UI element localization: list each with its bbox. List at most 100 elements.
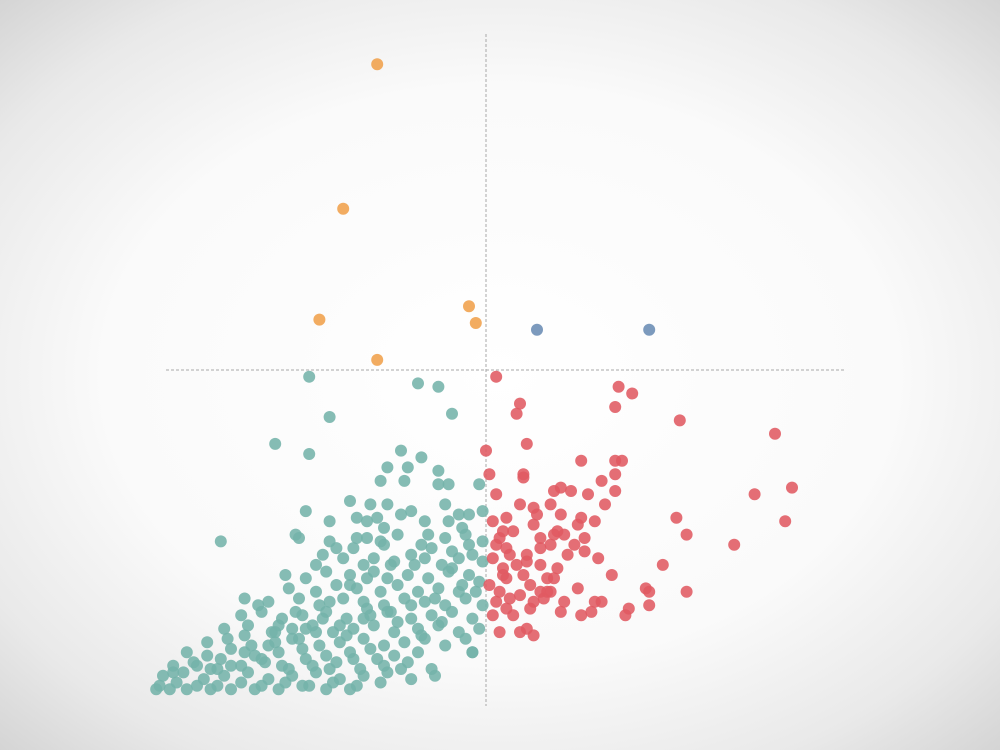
data-point [418,595,431,608]
data-point [238,592,251,605]
data-point [439,498,452,511]
data-point [469,585,482,598]
data-point [337,202,350,215]
data-point [517,471,530,484]
data-point [673,414,686,427]
data-point [310,558,322,571]
data-point [558,528,571,541]
data-points [150,58,798,696]
data-point [269,626,282,639]
data-point [303,370,316,383]
data-point [456,521,469,534]
data-point [323,663,336,675]
data-point [408,558,421,571]
series-group [313,58,482,366]
data-point [323,411,336,423]
data-point [201,636,214,649]
series-group [480,370,798,642]
data-point [554,605,567,618]
reference-lines [166,34,846,706]
data-point [374,676,387,689]
data-point [412,585,424,598]
data-point [524,602,537,615]
data-point [333,619,346,632]
data-point [214,535,227,548]
data-point [429,669,441,682]
data-point [357,612,370,625]
data-point [381,461,394,474]
data-point [225,683,237,696]
data-point [313,313,326,326]
data-point [225,642,237,655]
data-point [391,616,404,628]
data-point [395,663,407,675]
data-point [320,565,333,578]
data-point [446,562,458,575]
data-point [554,481,567,494]
data-point [367,619,380,632]
data-point [425,542,438,555]
data-point [310,666,322,679]
data-point [619,609,632,622]
data-point [656,558,669,571]
data-point [520,555,533,568]
data-point [575,609,588,622]
data-point [344,579,356,591]
data-point [582,488,594,501]
data-point [531,508,543,521]
data-point [554,508,567,521]
data-point [313,639,326,652]
data-point [330,579,343,591]
data-point [480,444,492,457]
data-point [381,498,394,511]
data-point [310,626,322,639]
data-point [344,569,356,581]
data-point [476,555,489,568]
data-point [180,683,193,696]
data-point [609,485,622,497]
data-point [395,444,407,457]
data-point [493,585,506,598]
data-point [728,538,741,551]
data-point [442,515,455,528]
data-point [303,448,316,460]
data-point [374,474,387,487]
data-point [248,683,261,696]
data-point [299,653,312,665]
data-point [167,666,180,679]
data-point [575,454,588,467]
data-point [412,377,424,390]
data-point [378,639,390,652]
data-point [510,407,523,420]
data-point [191,679,203,692]
data-point [493,626,506,639]
data-point [293,532,305,544]
data-point [398,636,411,649]
data-point [446,605,458,618]
data-point [514,626,526,639]
data-point [466,612,479,625]
data-point [486,609,499,622]
data-point [446,407,458,420]
data-point [388,626,401,639]
data-point [779,515,792,528]
data-point [361,602,373,615]
data-point [378,521,390,534]
data-point [388,555,401,568]
data-point [643,585,656,598]
data-point [578,532,591,544]
data-point [544,538,557,551]
data-point [388,649,401,662]
data-point [588,515,601,528]
data-point [391,528,404,541]
data-point [405,612,418,625]
data-point [565,485,577,497]
data-point [357,558,370,571]
data-point [415,451,428,464]
data-point [252,599,265,612]
data-point [242,666,254,679]
data-point [503,548,516,561]
data-point [367,552,380,565]
data-point [337,552,350,565]
data-point [609,468,622,481]
